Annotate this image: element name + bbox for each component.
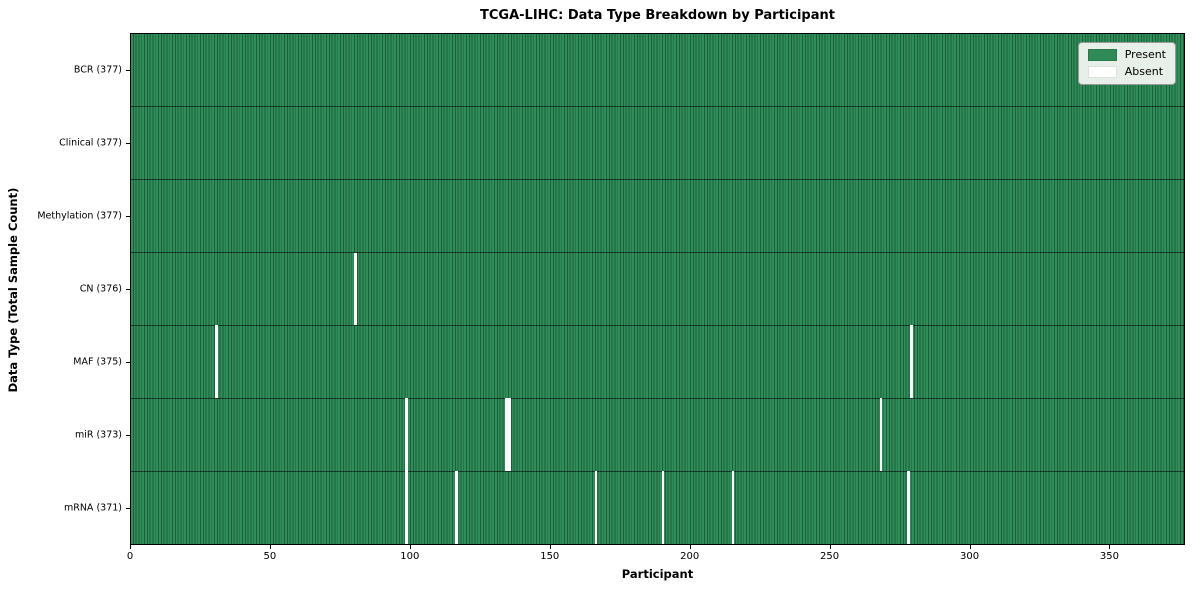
absent-cell-miR-134 [505,398,509,472]
xtick-mark [969,545,971,549]
ytick-label-mRNA: mRNA (371) [63,502,122,514]
y-axis-label: Data Type (Total Sample Count) [6,187,20,393]
ytick-label-CN: CN (376) [79,283,122,295]
ytick-mark [126,289,130,290]
ytick-mark [126,435,130,437]
row-separator [131,252,1184,254]
xtick-label-300: 300 [959,551,980,562]
absent-cell-miR-98 [404,398,408,472]
xtick-mark [1109,545,1111,549]
xtick-mark [409,545,411,549]
absent-cell-mRNA-278 [907,471,911,544]
legend-label: Absent [1124,65,1164,78]
ytick-label-MAF: MAF (375) [73,356,122,368]
ytick-mark [126,215,130,217]
row-separator [131,179,1184,181]
ytick-label-miR: miR (373) [74,429,122,441]
absent-cell-mRNA-166 [594,471,598,544]
ytick-label-Clinical: Clinical (377) [59,137,122,149]
legend: Present Absent [1077,42,1176,85]
chart-title: TCGA-LIHC: Data Type Breakdown by Partic… [480,8,835,23]
legend-swatch-present [1087,49,1117,61]
ytick-label-BCR: BCR (377) [73,64,122,76]
legend-label: Present [1124,48,1166,61]
xtick-label-200: 200 [680,551,700,562]
x-axis-label: Participant [621,567,694,581]
xtick-mark [549,545,551,549]
absent-cell-MAF-30 [214,325,218,399]
legend-entry-present: Present [1087,48,1166,61]
xtick-mark [130,545,131,549]
xtick-label-350: 350 [1099,551,1119,562]
absent-cell-mRNA-190 [661,471,665,544]
xtick-label-100: 100 [400,551,420,562]
ytick-mark [126,142,130,144]
absent-cell-miR-135 [508,398,511,472]
xtick-label-0: 0 [126,551,134,562]
absent-cell-mRNA-116 [455,471,458,544]
row-separator [131,397,1184,399]
absent-cell-mRNA-98 [404,471,408,544]
legend-swatch-absent [1087,66,1117,78]
absent-cell-MAF-279 [910,325,914,399]
xtick-mark [689,545,691,549]
row-separator [131,324,1184,326]
ytick-mark [126,69,130,71]
absent-cell-miR-268 [879,398,883,472]
plot-area: Present Absent [130,33,1185,545]
xtick-mark [829,545,831,549]
legend-entry-absent: Absent [1087,65,1166,78]
ytick-mark [126,508,130,510]
row-separator [131,106,1184,108]
xtick-label-250: 250 [820,551,840,562]
ytick-label-Methylation: Methylation (377) [37,210,122,222]
absent-cell-CN-80 [354,252,358,326]
xtick-label-150: 150 [540,551,560,562]
row-separator [131,470,1184,472]
xtick-mark [269,545,271,549]
xtick-label-50: 50 [263,551,277,562]
ytick-mark [126,362,130,364]
absent-cell-mRNA-215 [731,471,735,544]
